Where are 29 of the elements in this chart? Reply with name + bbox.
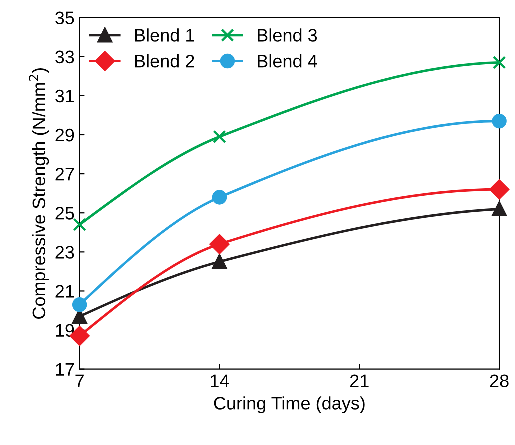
- y-tick-label: 17: [56, 363, 74, 376]
- x-tick-label: 28: [490, 374, 509, 388]
- x-tick-label: 7: [76, 374, 84, 388]
- point: [490, 180, 510, 200]
- point: [212, 190, 228, 205]
- point: [212, 254, 228, 270]
- legend-label: Blend 3: [258, 28, 318, 42]
- x-tick-label: 14: [211, 374, 230, 388]
- point: [73, 218, 86, 232]
- point: [492, 202, 507, 217]
- y-tick-label: 33: [56, 50, 74, 64]
- y-tick-label: 25: [56, 207, 74, 220]
- y-tick-label: 21: [56, 285, 74, 298]
- y-tick-label: 31: [56, 90, 74, 103]
- point: [72, 298, 88, 312]
- y-tick-label: 23: [56, 246, 74, 259]
- y-tick-label: 27: [56, 168, 74, 181]
- x-tick-label: 21: [350, 374, 369, 388]
- legend-label: Blend 1: [135, 28, 194, 42]
- point: [492, 114, 507, 129]
- point: [210, 234, 230, 254]
- point: [213, 130, 226, 144]
- point: [492, 56, 506, 70]
- y-axis-title: Compressive Strength (N/mm$^{2}$): [29, 68, 50, 319]
- y-tick-label: 29: [56, 128, 74, 142]
- legend-label: Blend 2: [135, 54, 194, 68]
- legend-label: Blend 4: [258, 54, 318, 68]
- x-axis-title: Curing Time (days): [214, 396, 365, 414]
- y-tick-label: 35: [56, 12, 74, 25]
